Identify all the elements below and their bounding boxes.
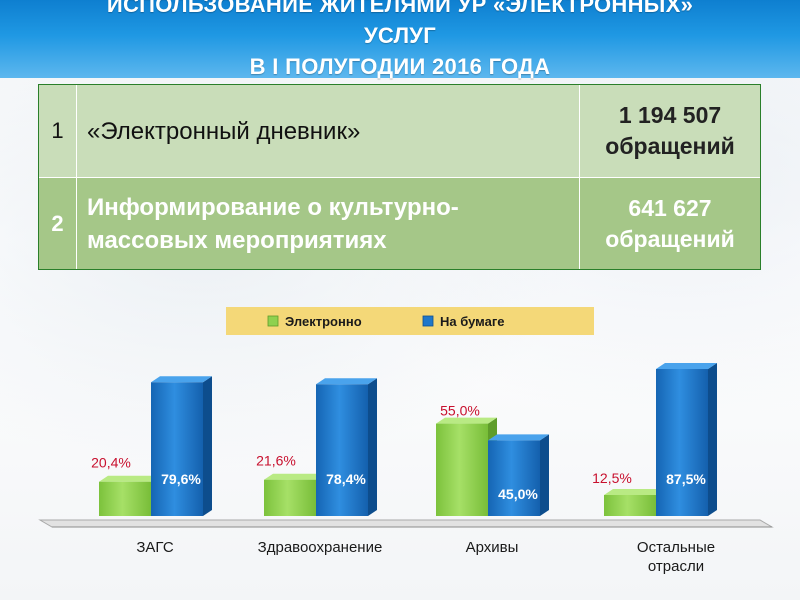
bar-front	[604, 495, 656, 516]
bar-top	[151, 376, 212, 383]
category-label-4: Остальные	[637, 539, 715, 556]
legend-swatch-paper	[422, 315, 434, 327]
bar-paper-1	[151, 376, 212, 516]
bar-front	[436, 423, 488, 516]
data-label-electronic-1: 20,4%	[91, 455, 131, 471]
data-label-electronic-2: 21,6%	[256, 453, 296, 469]
data-label-electronic-3: 55,0%	[440, 403, 480, 419]
title-banner: ИСПОЛЬЗОВАНИЕ ЖИТЕЛЯМИ УР «ЭЛЕКТРОННЫХ» …	[0, 0, 800, 79]
bar-top	[264, 473, 325, 480]
bar-side	[368, 378, 377, 516]
service-name-line-2: массовых мероприятиях	[87, 226, 387, 254]
value-number: 641 627	[628, 194, 712, 221]
category-label-2: Здравоохранение	[258, 539, 383, 556]
title-line-2: УСЛУГ	[363, 23, 437, 48]
bar-front	[151, 382, 203, 516]
bar-electronic-3	[436, 417, 497, 516]
bar-top	[488, 434, 549, 441]
chart-legend: Электронно На бумаге	[226, 307, 594, 335]
category-label-4: отрасли	[648, 558, 704, 575]
bar-top	[656, 363, 717, 369]
legend-swatch-electronic	[267, 315, 279, 327]
bar-electronic-2	[264, 473, 325, 516]
legend-background	[226, 307, 594, 335]
bar-top	[604, 489, 665, 495]
service-name: «Электронный дневник»	[77, 85, 580, 177]
title-line-1: ИСПОЛЬЗОВАНИЕ ЖИТЕЛЯМИ УР «ЭЛЕКТРОННЫХ»	[106, 0, 694, 17]
bar-paper-3	[488, 434, 549, 516]
legend-label-paper: На бумаге	[440, 314, 504, 329]
bar-side	[203, 376, 212, 516]
bar-electronic-4	[604, 489, 665, 516]
bar-top	[316, 378, 377, 385]
bar-front	[656, 369, 708, 516]
value-unit: обращений	[605, 133, 735, 159]
chart-floor	[38, 519, 774, 528]
bar-front	[99, 481, 151, 516]
title-line-3: В I ПОЛУГОДИИ 2016 ГОДА	[249, 54, 551, 79]
service-value: 641 627 обращений	[580, 178, 760, 269]
services-table: 1 «Электронный дневник» 1 194 507 обраще…	[38, 84, 761, 270]
data-label-paper-1: 79,6%	[161, 471, 201, 487]
bar-side	[708, 363, 717, 516]
value-number: 1 194 507	[618, 102, 722, 128]
bar-electronic-1	[99, 475, 160, 516]
data-label-paper-2: 78,4%	[326, 471, 366, 487]
bar-paper-2	[316, 378, 377, 516]
row-number: 2	[39, 178, 77, 269]
bar-top	[99, 475, 160, 482]
data-label-paper-3: 45,0%	[498, 486, 538, 502]
bar-front	[488, 440, 540, 516]
category-label-3: Архивы	[466, 539, 519, 556]
service-name: Информирование о культурно- массовых мер…	[77, 178, 580, 269]
value-unit: обращений	[605, 225, 735, 252]
category-label-1: ЗАГС	[136, 539, 174, 556]
data-label-electronic-4: 12,5%	[592, 470, 632, 486]
bar-top	[436, 417, 497, 424]
bar-front	[316, 384, 368, 516]
bar-front	[264, 479, 316, 516]
row-divider	[39, 177, 760, 178]
table-row: 1 «Электронный дневник» 1 194 507 обраще…	[39, 85, 760, 177]
bar-side	[540, 434, 549, 516]
service-name-line-1: Информирование о культурно-	[87, 193, 459, 221]
service-name-text: «Электронный дневник»	[87, 117, 361, 145]
legend-label-electronic: Электронно	[285, 314, 362, 329]
service-value: 1 194 507 обращений	[580, 85, 760, 177]
table-row: 2 Информирование о культурно- массовых м…	[39, 178, 760, 269]
data-label-paper-4: 87,5%	[666, 471, 706, 487]
bar-paper-4	[656, 363, 717, 516]
row-number: 1	[39, 85, 77, 177]
